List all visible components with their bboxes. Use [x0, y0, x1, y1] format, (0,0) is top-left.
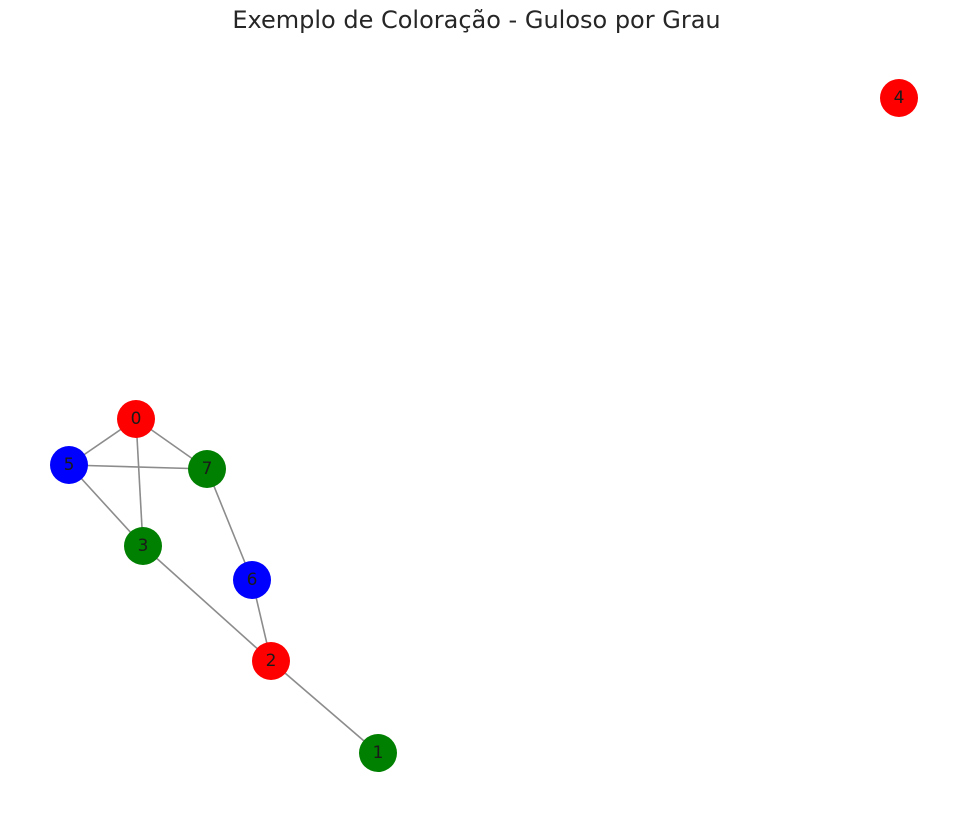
- node-label-3: 3: [138, 536, 149, 556]
- node-label-7: 7: [202, 459, 213, 479]
- graph-title: Exemplo de Coloração - Guloso por Grau: [232, 6, 721, 34]
- node-label-0: 0: [131, 409, 142, 429]
- node-2: 2: [252, 642, 290, 680]
- node-3: 3: [124, 527, 162, 565]
- node-circle-4: [880, 79, 918, 117]
- node-label-5: 5: [64, 455, 75, 475]
- edge-0-3: [135, 418, 144, 547]
- node-6: 6: [233, 561, 271, 599]
- node-circle-5: [50, 446, 88, 484]
- node-label-6: 6: [247, 570, 258, 590]
- node-label-2: 2: [266, 651, 277, 671]
- edge-7-6: [206, 468, 253, 581]
- node-circle-2: [252, 642, 290, 680]
- node-label-1: 1: [373, 743, 384, 763]
- node-1: 1: [359, 734, 397, 772]
- edge-3-2: [142, 545, 272, 662]
- node-circle-1: [359, 734, 397, 772]
- node-4: 4: [880, 79, 918, 117]
- node-circle-6: [233, 561, 271, 599]
- node-circle-3: [124, 527, 162, 565]
- edge-5-7: [68, 464, 208, 470]
- node-5: 5: [50, 446, 88, 484]
- node-0: 0: [117, 400, 155, 438]
- node-7: 7: [188, 450, 226, 488]
- node-label-4: 4: [894, 88, 905, 108]
- node-circle-0: [117, 400, 155, 438]
- node-circle-7: [188, 450, 226, 488]
- edge-2-1: [270, 660, 379, 754]
- nodes-layer: 0 1 2 3 4 5 6 7: [50, 79, 918, 772]
